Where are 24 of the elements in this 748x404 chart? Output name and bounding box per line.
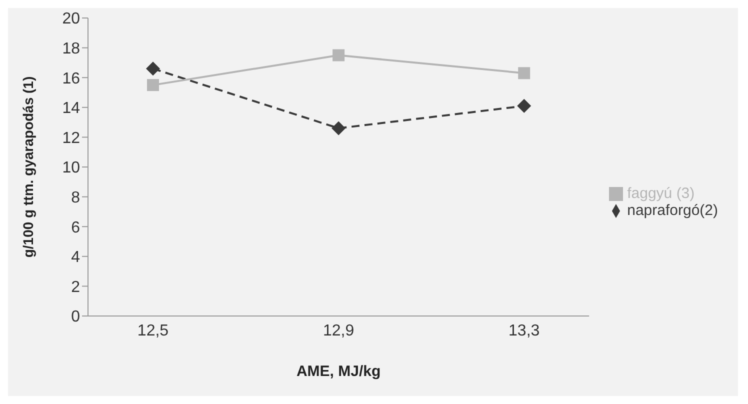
y-tick-label: 8 bbox=[71, 189, 80, 206]
point bbox=[518, 67, 530, 80]
y-axis-title: g/100 g ttm. gyarapodás (1) bbox=[20, 76, 36, 258]
point bbox=[332, 121, 346, 136]
y-tick-label: 2 bbox=[71, 278, 80, 296]
point bbox=[147, 79, 159, 92]
y-tick-label: 4 bbox=[71, 249, 80, 266]
y-tick-label: 14 bbox=[62, 100, 80, 118]
y-tick-label: 18 bbox=[62, 40, 80, 58]
y-tick-label: 10 bbox=[62, 160, 80, 177]
x-tick-label: 13,3 bbox=[508, 322, 540, 340]
y-tick-label: 6 bbox=[71, 219, 80, 236]
legend-label: napraforgó(2) bbox=[627, 202, 718, 219]
x-axis-title: AME, MJ/kg bbox=[296, 363, 381, 380]
x-tick-label: 12,5 bbox=[137, 322, 169, 340]
point bbox=[517, 98, 532, 113]
point bbox=[146, 62, 160, 76]
point bbox=[332, 49, 345, 62]
y-tick-label: 12 bbox=[62, 130, 80, 147]
x-tick-label: 12,9 bbox=[322, 322, 354, 340]
y-tick-label: 20 bbox=[62, 10, 80, 28]
y-tick-label: 16 bbox=[62, 70, 80, 88]
y-tick-label: 0 bbox=[71, 308, 80, 326]
legend-label: faggyú (3) bbox=[627, 185, 695, 202]
